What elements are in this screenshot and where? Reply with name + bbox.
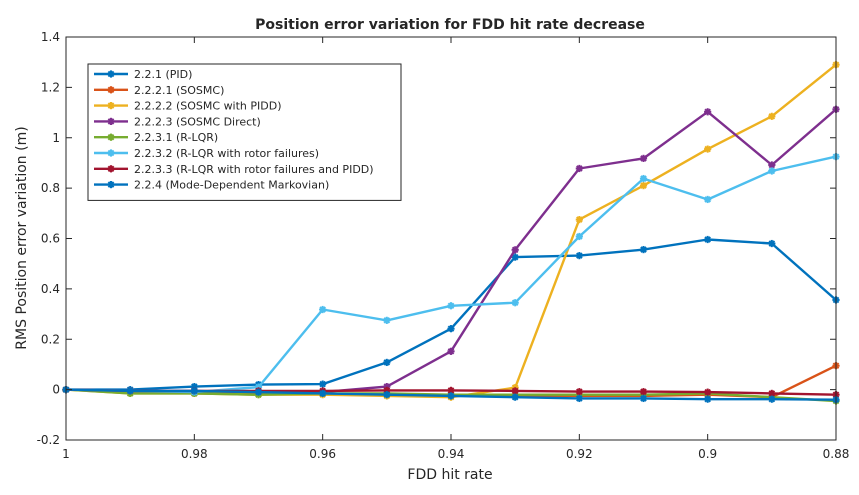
y-tick-label: -0.2	[37, 433, 60, 447]
y-axis-ticks: -0.2 0 0.2 0.4 0.6 0.8 1 1.2 1.4	[37, 30, 836, 447]
data-point	[447, 392, 455, 400]
data-point	[704, 395, 712, 403]
y-tick-label: 0.8	[41, 181, 60, 195]
x-tick-label: 0.9	[698, 447, 717, 461]
legend-box	[87, 63, 402, 201]
legend-label: 2.2.1 (PID)	[134, 68, 192, 81]
chart-title: Position error variation for FDD hit rat…	[255, 17, 645, 33]
data-point	[704, 388, 712, 396]
data-point	[107, 133, 115, 141]
data-point	[511, 299, 519, 307]
legend-label: 2.2.2.1 (SOSMC)	[134, 84, 224, 97]
data-point	[319, 389, 327, 398]
data-point	[768, 395, 776, 403]
data-point	[319, 305, 327, 314]
data-point	[639, 245, 648, 254]
data-point	[768, 112, 776, 120]
legend-label: 2.2.3.3 (R-LQR with rotor failures and P…	[134, 163, 374, 176]
data-point	[704, 145, 712, 153]
legend-item: 2.2.3.2 (R-LQR with rotor failures)	[94, 147, 319, 160]
data-point	[639, 174, 648, 183]
data-point	[575, 164, 583, 173]
data-point	[383, 391, 391, 399]
x-axis-label: FDD hit rate	[407, 467, 492, 483]
legend-item: 2.2.4 (Mode-Dependent Markovian)	[94, 179, 329, 192]
y-tick-label: 0.6	[41, 232, 60, 246]
data-point	[107, 70, 115, 78]
y-axis-label: RMS Position error variation (m)	[14, 126, 30, 349]
data-point	[254, 388, 263, 396]
data-point	[639, 154, 648, 163]
data-point	[575, 252, 583, 260]
x-axis-ticks: 1 0.98 0.96 0.94 0.92 0.9 0.88	[62, 37, 849, 461]
data-point	[447, 325, 455, 333]
data-point	[511, 246, 519, 254]
legend-label: 2.2.2.2 (SOSMC with PIDD)	[134, 100, 282, 113]
legend-item: 2.2.2.1 (SOSMC)	[94, 84, 224, 97]
data-point	[511, 253, 519, 261]
data-point	[768, 239, 776, 248]
data-point	[107, 86, 115, 94]
legend: 2.2.1 (PID) 2.2.2.1 (SOSMC) 2.2.2.2 (SOSMC…	[87, 63, 402, 201]
data-point	[704, 235, 712, 244]
x-tick-label: 0.92	[566, 447, 593, 461]
data-point	[107, 149, 115, 157]
data-point	[107, 165, 115, 173]
y-tick-label: 0	[52, 383, 60, 397]
data-point	[383, 358, 391, 367]
data-point	[704, 108, 712, 116]
data-point	[447, 302, 455, 310]
legend-item: 2.2.2.3 (SOSMC Direct)	[94, 115, 261, 128]
data-point	[768, 167, 776, 175]
data-point	[575, 216, 583, 224]
data-point	[511, 393, 519, 401]
legend-label: 2.2.3.1 (R-LQR)	[134, 131, 218, 144]
legend-label: 2.2.4 (Mode-Dependent Markovian)	[134, 179, 329, 192]
data-point	[107, 117, 115, 125]
legend-item: 2.2.3.1 (R-LQR)	[94, 131, 218, 144]
data-point	[190, 387, 198, 395]
data-point	[639, 182, 648, 190]
y-tick-label: 0.4	[41, 282, 60, 296]
data-point	[383, 316, 391, 324]
data-point	[126, 387, 134, 395]
legend-item: 2.2.2.2 (SOSMC with PIDD)	[94, 100, 282, 113]
data-point	[190, 383, 198, 391]
data-point	[704, 195, 712, 204]
data-point	[575, 394, 583, 403]
x-tick-label: 1	[62, 447, 70, 461]
y-tick-label: 1.4	[41, 30, 60, 44]
data-point	[319, 380, 327, 388]
data-point	[511, 387, 519, 395]
y-tick-label: 1	[52, 131, 60, 145]
legend-label: 2.2.3.2 (R-LQR with rotor failures)	[134, 147, 319, 160]
legend-item: 2.2.3.3 (R-LQR with rotor failures and P…	[94, 163, 374, 176]
y-tick-label: 1.2	[41, 80, 60, 94]
x-tick-label: 0.96	[309, 447, 336, 461]
data-point	[575, 388, 583, 396]
legend-label: 2.2.2.3 (SOSMC Direct)	[134, 115, 261, 128]
series-8	[62, 386, 840, 404]
series-line	[66, 238, 837, 391]
data-point	[575, 232, 583, 241]
x-tick-label: 0.88	[823, 447, 850, 461]
x-tick-label: 0.98	[181, 447, 208, 461]
data-point	[768, 161, 776, 169]
x-tick-label: 0.94	[438, 447, 465, 461]
legend-item: 2.2.1 (PID)	[94, 68, 192, 81]
series-1	[62, 235, 840, 394]
data-point	[107, 102, 115, 110]
data-point	[107, 181, 115, 189]
data-point	[447, 347, 455, 355]
data-point	[639, 394, 648, 403]
data-point	[639, 388, 648, 396]
y-tick-label: 0.2	[41, 332, 60, 346]
